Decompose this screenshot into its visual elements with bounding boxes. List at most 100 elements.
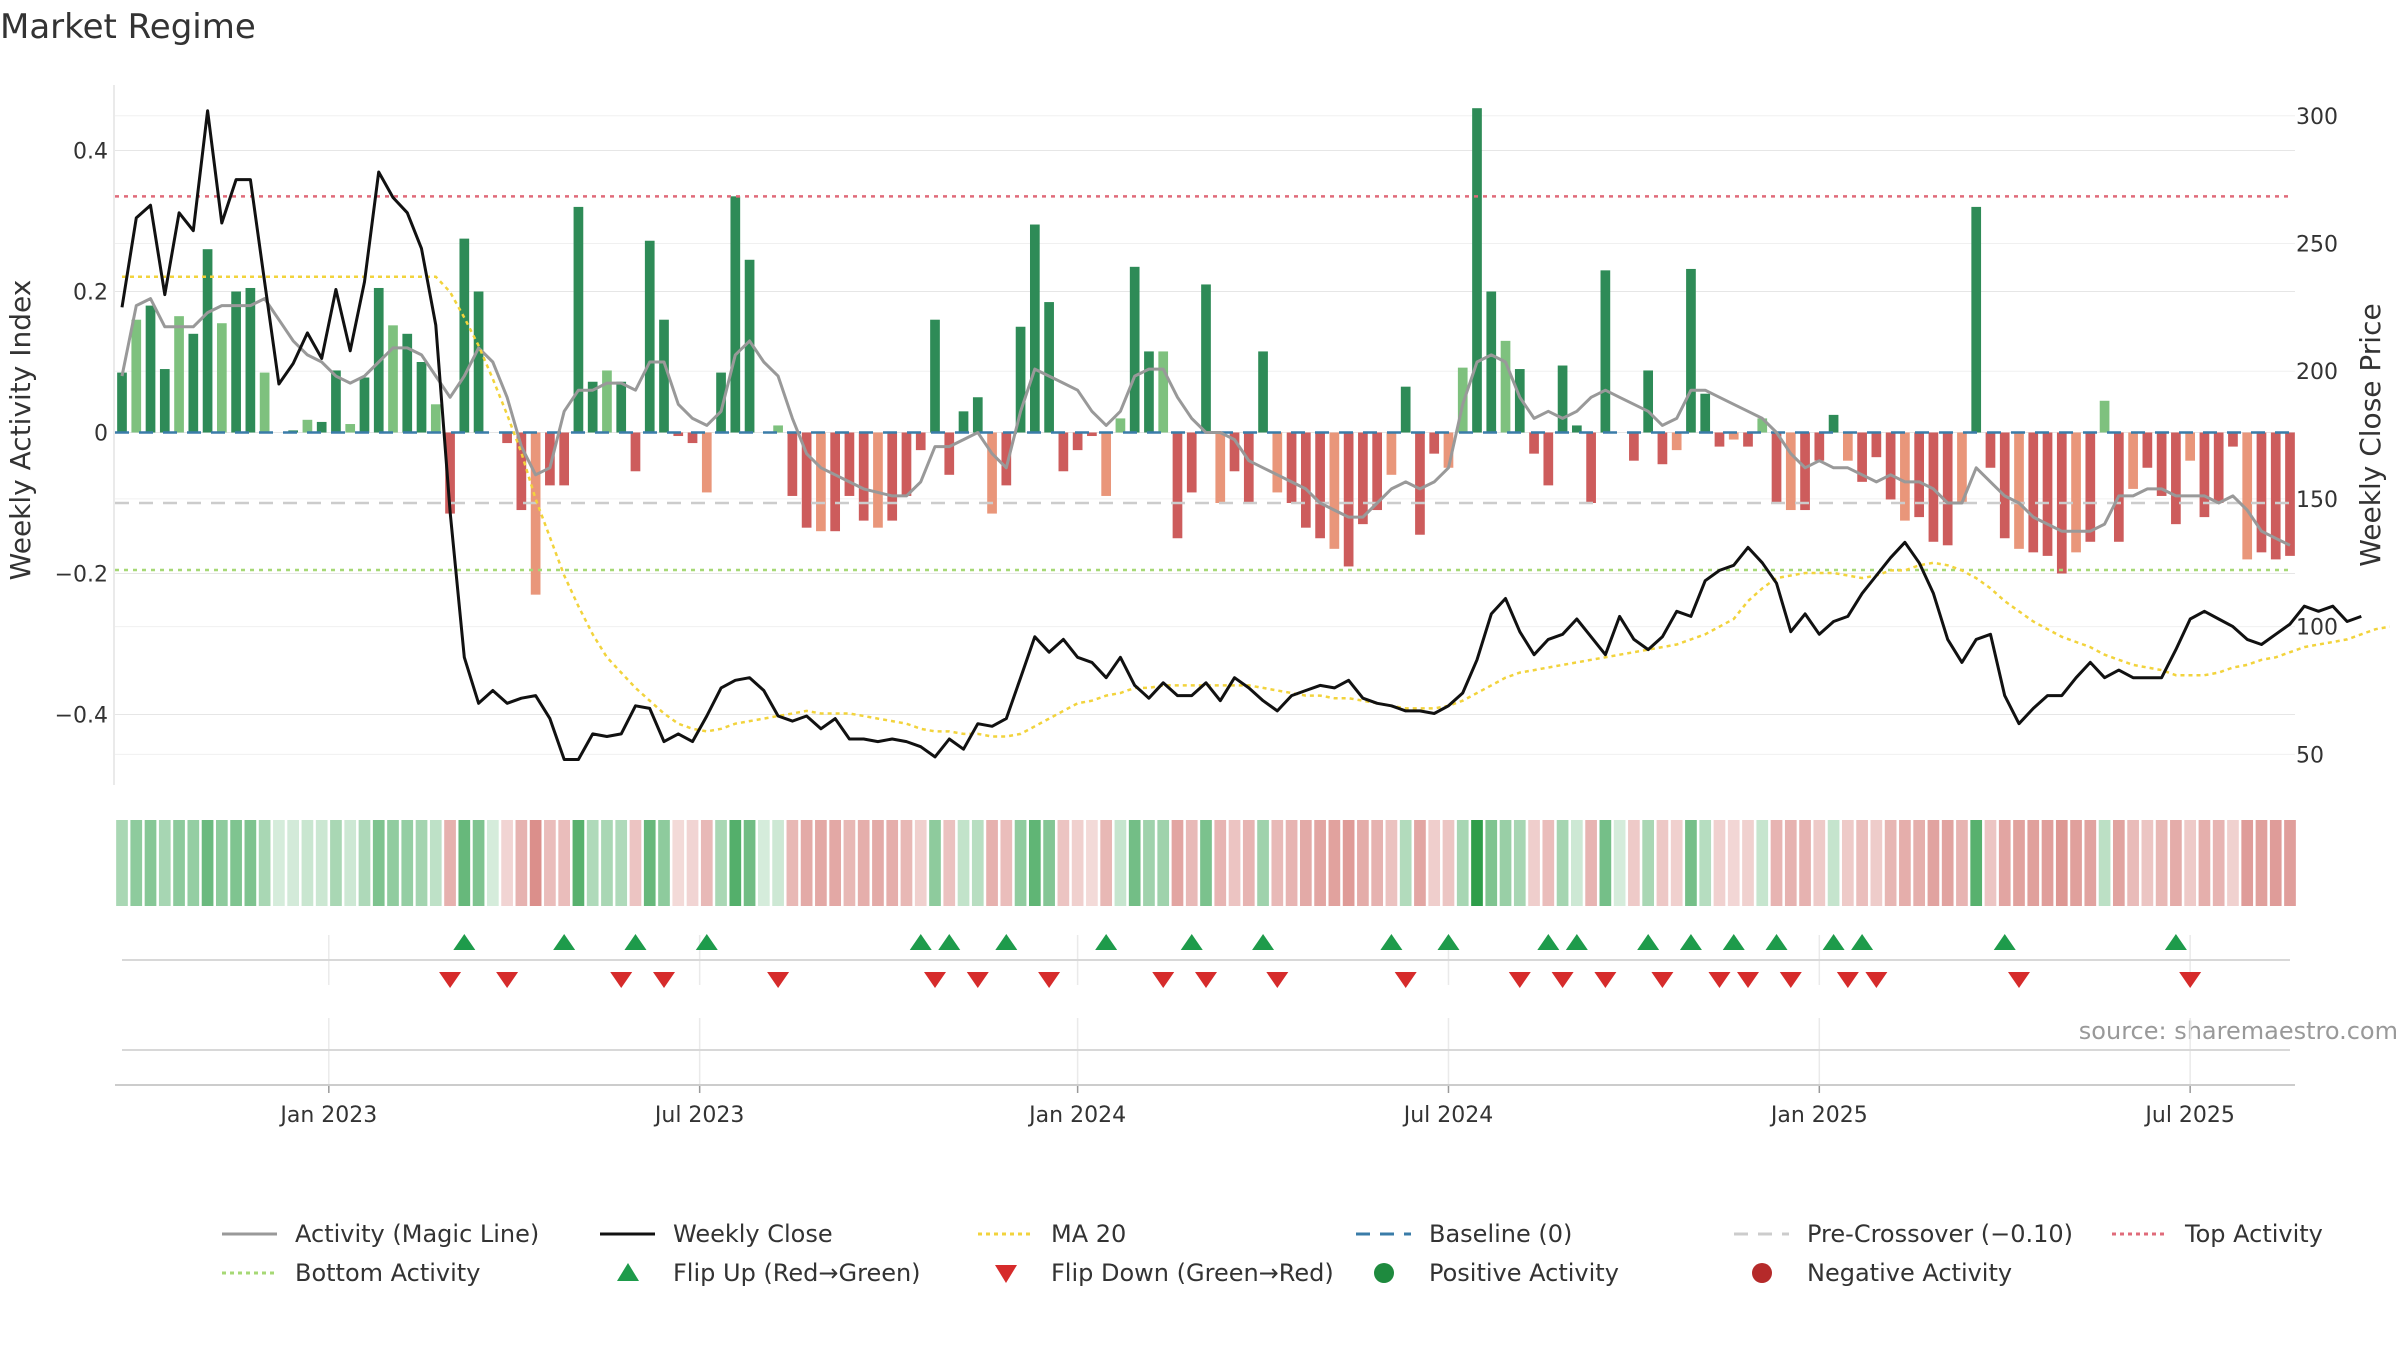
activity-bar: [159, 369, 170, 433]
activity-bar: [1714, 432, 1725, 447]
activity-bar: [545, 432, 555, 486]
regime-cell: [2027, 820, 2040, 906]
regime-cell: [1342, 820, 1355, 906]
regime-cell: [116, 820, 128, 906]
legend-swatch: [1752, 1263, 1772, 1283]
activity-bar: [402, 333, 413, 433]
activity-bar: [117, 372, 127, 433]
activity-bar: [1229, 432, 1240, 472]
regime-cell: [1328, 820, 1341, 906]
regime-cell: [1984, 820, 1997, 906]
regime-cell: [2127, 820, 2139, 906]
regime-cell: [1713, 820, 1726, 906]
regime-cell: [786, 820, 799, 906]
regime-cell: [444, 820, 456, 906]
activity-bar: [1500, 340, 1511, 433]
regime-cell: [1998, 820, 2011, 906]
flip-down-marker: [653, 972, 675, 988]
chart-title: Market Regime: [0, 7, 256, 47]
activity-bar: [2156, 432, 2167, 496]
activity-bar: [1201, 284, 1211, 433]
activity-bar: [1044, 302, 1054, 433]
activity-bar: [887, 432, 898, 521]
activity-bar: [530, 432, 541, 595]
activity-bar: [1629, 432, 1639, 461]
legend-item: Baseline (0): [1356, 1220, 1572, 1248]
regime-cell: [1285, 820, 1298, 906]
activity-bar: [1743, 432, 1753, 447]
legend-label: Flip Down (Green→Red): [1051, 1259, 1334, 1287]
legend-label: Positive Activity: [1429, 1259, 1619, 1287]
activity-bar: [430, 404, 441, 433]
activity-bar: [202, 249, 213, 433]
activity-bar: [1686, 268, 1696, 433]
activity-bar: [2113, 432, 2124, 542]
legend-item: MA 20: [978, 1220, 1126, 1248]
activity-bar: [744, 259, 755, 433]
activity-bar: [559, 432, 570, 486]
activity-bar: [915, 432, 926, 451]
regime-cell: [2013, 820, 2025, 906]
legend-swatch: [995, 1265, 1017, 1283]
activity-bar: [1415, 432, 1425, 535]
regime-cell: [829, 820, 842, 906]
activity-bar: [1243, 432, 1254, 503]
regime-cell: [544, 820, 556, 906]
y-left-tick-label: 0: [94, 422, 108, 447]
activity-bar: [1343, 432, 1354, 567]
regime-cell: [1784, 820, 1797, 906]
y-left-tick-label: 0.2: [73, 281, 108, 306]
regime-cell: [1513, 820, 1526, 906]
ma20-line: [122, 275, 2391, 738]
y-right-axis-label: Weekly Close Price: [2354, 303, 2387, 566]
activity-bar: [231, 291, 241, 433]
regime-cell: [1913, 820, 1926, 906]
activity-bar: [1443, 432, 1454, 468]
regime-cell: [957, 820, 970, 906]
activity-bar: [873, 432, 883, 528]
activity-bar: [1087, 432, 1097, 437]
flip-up-marker: [938, 934, 961, 950]
regime-cell: [1271, 820, 1284, 906]
flip-up-marker: [453, 934, 476, 950]
regime-cell: [1228, 820, 1241, 906]
activity-bar: [473, 291, 484, 433]
flip-up-marker: [995, 934, 1018, 950]
regime-cell: [815, 820, 827, 906]
regime-cell: [1114, 820, 1127, 906]
regime-cell: [1570, 820, 1583, 906]
activity-bar: [188, 333, 199, 433]
regime-cell: [1970, 820, 1983, 906]
activity-bar: [2042, 432, 2053, 556]
activity-bar: [2242, 432, 2253, 560]
flip-down-marker: [610, 972, 633, 988]
regime-cell: [601, 820, 613, 906]
legend-item: Flip Down (Green→Red): [995, 1259, 1334, 1287]
regime-cell: [372, 820, 385, 906]
regime-cell: [501, 820, 513, 906]
activity-bar: [1571, 425, 1582, 433]
activity-bar: [1372, 432, 1383, 511]
legend-swatch: [617, 1263, 639, 1281]
flip-up-marker: [1252, 934, 1275, 950]
activity-bar: [302, 419, 313, 433]
regime-cell: [1200, 820, 1212, 906]
regime-cell: [1756, 820, 1769, 906]
activity-bar: [1828, 414, 1839, 433]
regime-cell: [1556, 820, 1569, 906]
regime-cell: [1656, 820, 1669, 906]
activity-bar: [1785, 432, 1796, 511]
activity-bar: [1514, 369, 1525, 433]
regime-cell: [387, 820, 399, 906]
y-left-tick-label: −0.2: [55, 563, 108, 588]
activity-bar: [587, 381, 598, 433]
regime-cell: [2155, 820, 2168, 906]
regime-cell: [1442, 820, 1455, 906]
regime-cell: [358, 820, 371, 906]
activity-bar: [2213, 432, 2224, 503]
flip-up-marker: [1679, 934, 1702, 950]
flip-down-marker: [1708, 972, 1731, 988]
activity-bar: [1029, 224, 1040, 433]
activity-bar: [673, 432, 684, 437]
activity-bar: [1015, 326, 1026, 433]
